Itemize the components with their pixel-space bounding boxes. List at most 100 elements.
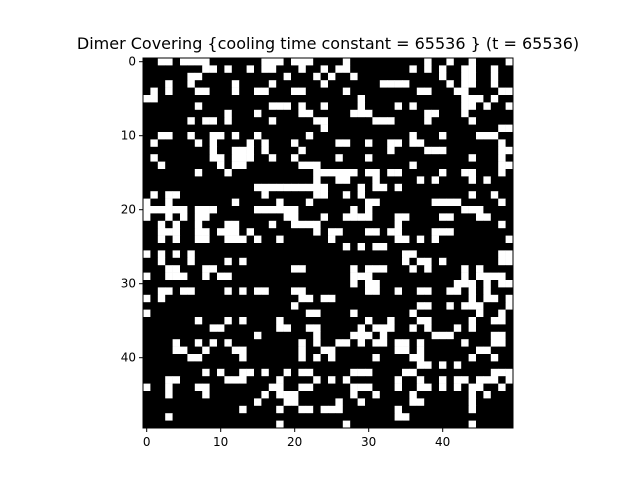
heatmap-cell — [328, 161, 336, 170]
heatmap-cell — [268, 294, 277, 303]
heatmap-cell — [453, 287, 462, 296]
heatmap-cell — [231, 132, 240, 140]
heatmap-cell — [424, 206, 432, 214]
heatmap-cell — [357, 243, 366, 251]
heatmap-cell — [157, 250, 166, 259]
heatmap-cell — [505, 87, 514, 96]
heatmap-cell — [431, 95, 440, 103]
heatmap-cell — [379, 324, 388, 333]
heatmap-cell — [505, 317, 514, 325]
heatmap-cell — [439, 139, 447, 148]
heatmap-cell — [291, 183, 299, 192]
heatmap-cell — [490, 206, 499, 214]
heatmap-cell — [254, 95, 262, 103]
heatmap-cell — [431, 346, 440, 355]
heatmap-cell — [342, 287, 351, 296]
heatmap-cell — [194, 198, 203, 207]
heatmap-cell — [342, 346, 351, 355]
heatmap-cell — [365, 198, 373, 207]
heatmap-cell — [490, 405, 499, 414]
heatmap-cell — [194, 257, 203, 266]
heatmap-cell — [261, 72, 270, 81]
heatmap-cell — [298, 220, 307, 229]
heatmap-cell — [387, 132, 395, 140]
heatmap-cell — [143, 169, 151, 177]
heatmap-cell — [313, 169, 321, 177]
heatmap-cell — [498, 95, 506, 103]
heatmap-cell — [276, 346, 284, 355]
heatmap-cell — [157, 346, 166, 355]
heatmap-cell — [283, 265, 292, 273]
heatmap-cell — [483, 294, 492, 303]
heatmap-cell — [268, 235, 277, 244]
heatmap-cell — [328, 309, 336, 318]
heatmap-cell — [416, 391, 425, 399]
heatmap-cell — [291, 309, 299, 318]
heatmap-cell — [305, 294, 314, 303]
heatmap-cell — [453, 65, 462, 74]
heatmap-cell — [461, 176, 469, 185]
heatmap-cell — [379, 383, 388, 392]
heatmap-cell — [209, 87, 218, 96]
heatmap-cell — [335, 80, 344, 88]
heatmap-cell — [298, 109, 307, 118]
heatmap-cell — [320, 87, 329, 96]
heatmap-cell — [476, 124, 484, 133]
heatmap-cell — [468, 191, 477, 199]
heatmap-cell — [468, 161, 477, 170]
heatmap-cell — [357, 317, 366, 325]
heatmap-cell — [453, 280, 462, 288]
heatmap-cell — [490, 154, 499, 162]
heatmap-cell — [202, 146, 210, 155]
heatmap-cell — [476, 95, 484, 103]
heatmap-cell — [283, 206, 292, 214]
heatmap-cell — [490, 191, 499, 199]
heatmap-cell — [350, 213, 358, 222]
heatmap-cell — [372, 265, 381, 273]
heatmap-cell — [298, 346, 307, 355]
heatmap-cell — [143, 198, 151, 207]
heatmap-cell — [268, 243, 277, 251]
heatmap-cell — [446, 250, 455, 259]
heatmap-cell — [157, 272, 166, 281]
heatmap-cell — [505, 109, 514, 118]
heatmap-cell — [172, 220, 181, 229]
heatmap-cell — [313, 376, 321, 384]
heatmap-cell — [453, 206, 462, 214]
heatmap-cell — [409, 72, 418, 81]
heatmap-cell — [172, 124, 181, 133]
heatmap-cell — [305, 80, 314, 88]
heatmap-cell — [239, 361, 247, 370]
heatmap-cell — [172, 398, 181, 407]
heatmap-cell — [231, 317, 240, 325]
heatmap-cell — [387, 65, 395, 74]
heatmap-cell — [276, 102, 284, 111]
heatmap-cell — [276, 250, 284, 259]
heatmap-cell — [187, 139, 196, 148]
heatmap-cell — [202, 132, 210, 140]
heatmap-cell — [350, 95, 358, 103]
heatmap-cell — [431, 139, 440, 148]
heatmap-cell — [180, 250, 188, 259]
heatmap-cell — [342, 265, 351, 273]
heatmap-cell — [157, 132, 166, 140]
heatmap-cell — [246, 420, 255, 429]
heatmap-cell — [365, 339, 373, 347]
heatmap-cell — [387, 354, 395, 362]
heatmap-cell — [424, 72, 432, 81]
heatmap-cell — [505, 169, 514, 177]
heatmap-cell — [246, 102, 255, 111]
heatmap-cell — [328, 87, 336, 96]
heatmap-cell — [261, 58, 270, 66]
heatmap-cell — [157, 368, 166, 377]
heatmap-cell — [439, 354, 447, 362]
heatmap-cell — [305, 250, 314, 259]
heatmap-cell — [402, 272, 410, 281]
heatmap-cell — [305, 87, 314, 96]
heatmap-cell — [431, 420, 440, 429]
heatmap-cell — [217, 317, 225, 325]
heatmap-cell — [387, 265, 395, 273]
heatmap-cell — [461, 132, 469, 140]
heatmap-cell — [231, 324, 240, 333]
